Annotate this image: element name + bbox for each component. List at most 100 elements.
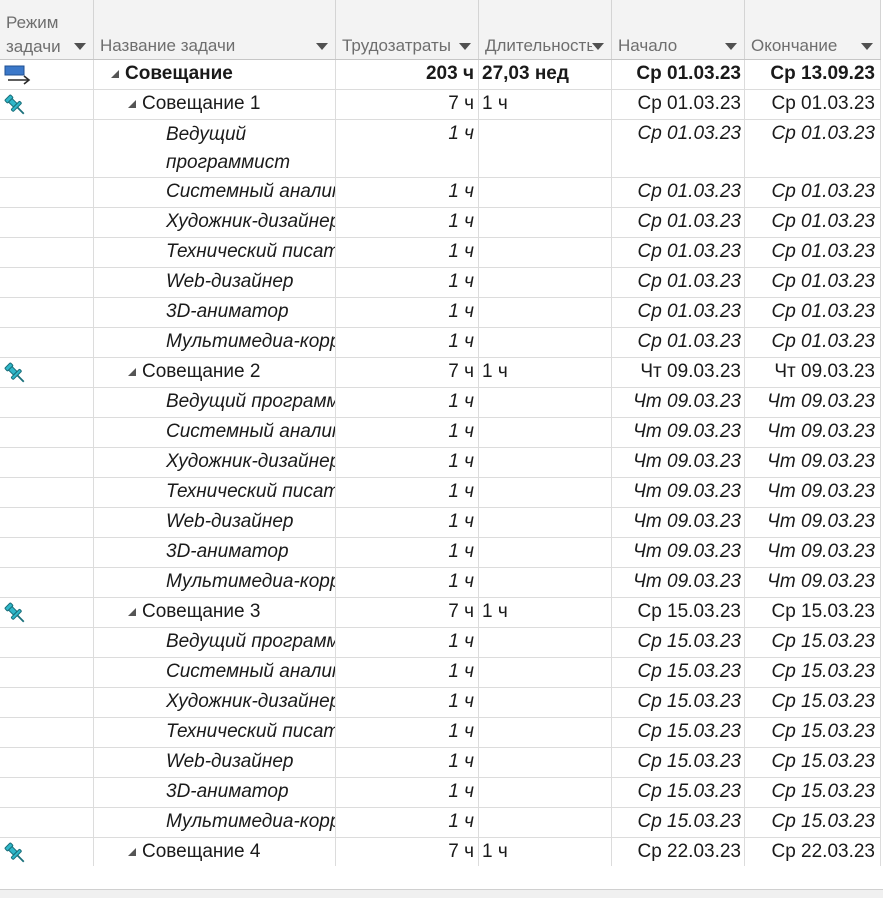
task-row-6[interactable]: Web-дизайнер 1 ч Ср 01.03.23 Ср 01.03.23 (0, 268, 881, 298)
column-header-name[interactable]: Название задачи (94, 0, 336, 59)
task-work-cell[interactable]: 1 ч (336, 478, 479, 507)
column-header-work[interactable]: Трудозатраты (336, 0, 479, 59)
task-finish-cell[interactable]: Ср 15.03.23 (745, 688, 881, 717)
task-mode-cell[interactable] (0, 298, 94, 327)
collapse-triangle-icon[interactable] (128, 848, 136, 856)
task-start-cell[interactable]: Ср 15.03.23 (612, 658, 745, 687)
task-mode-cell[interactable] (0, 448, 94, 477)
task-work-cell[interactable]: 1 ч (336, 178, 479, 207)
task-name-cell[interactable]: Системный аналитик (94, 418, 336, 447)
task-name-cell[interactable]: Мультимедиа-корректор (94, 328, 336, 357)
task-start-cell[interactable]: Ср 22.03.23 (612, 838, 745, 866)
task-finish-cell[interactable]: Чт 09.03.23 (745, 358, 881, 387)
task-row-19[interactable]: Системный аналитик 1 ч Ср 15.03.23 Ср 15… (0, 658, 881, 688)
horizontal-scrollbar[interactable] (0, 889, 883, 898)
task-row-16[interactable]: Мультимедиа-корректор 1 ч Чт 09.03.23 Чт… (0, 568, 881, 598)
task-finish-cell[interactable]: Ср 15.03.23 (745, 748, 881, 777)
task-name-cell[interactable]: Системный аналитик (94, 178, 336, 207)
chevron-down-icon[interactable] (861, 43, 873, 50)
task-row-25[interactable]: Совещание 4 7 ч 1 ч Ср 22.03.23 Ср 22.03… (0, 838, 881, 866)
task-mode-cell[interactable] (0, 778, 94, 807)
task-duration-cell[interactable]: 27,03 нед (479, 60, 612, 89)
task-finish-cell[interactable]: Чт 09.03.23 (745, 448, 881, 477)
chevron-down-icon[interactable] (459, 43, 471, 50)
task-duration-cell[interactable] (479, 268, 612, 297)
task-row-24[interactable]: Мультимедиа-корректор 1 ч Ср 15.03.23 Ср… (0, 808, 881, 838)
task-start-cell[interactable]: Ср 15.03.23 (612, 748, 745, 777)
task-mode-cell[interactable] (0, 658, 94, 687)
task-finish-cell[interactable]: Ср 15.03.23 (745, 598, 881, 627)
task-mode-cell[interactable] (0, 688, 94, 717)
task-row-10[interactable]: Ведущий программист 1 ч Чт 09.03.23 Чт 0… (0, 388, 881, 418)
task-name-cell[interactable]: Совещание 3 (94, 598, 336, 627)
task-work-cell[interactable]: 1 ч (336, 628, 479, 657)
task-start-cell[interactable]: Ср 01.03.23 (612, 268, 745, 297)
collapse-triangle-icon[interactable] (128, 100, 136, 108)
column-header-finish[interactable]: Окончание (745, 0, 881, 59)
task-finish-cell[interactable]: Ср 01.03.23 (745, 298, 881, 327)
task-start-cell[interactable]: Чт 09.03.23 (612, 358, 745, 387)
column-header-duration[interactable]: Длительность (479, 0, 612, 59)
task-row-14[interactable]: Web-дизайнер 1 ч Чт 09.03.23 Чт 09.03.23 (0, 508, 881, 538)
task-duration-cell[interactable] (479, 748, 612, 777)
task-start-cell[interactable]: Ср 01.03.23 (612, 60, 745, 89)
task-finish-cell[interactable]: Ср 15.03.23 (745, 778, 881, 807)
task-work-cell[interactable]: 1 ч (336, 448, 479, 477)
task-work-cell[interactable]: 1 ч (336, 388, 479, 417)
task-duration-cell[interactable]: 1 ч (479, 358, 612, 387)
task-start-cell[interactable]: Ср 01.03.23 (612, 298, 745, 327)
task-start-cell[interactable]: Ср 01.03.23 (612, 208, 745, 237)
task-row-1[interactable]: Совещание 1 7 ч 1 ч Ср 01.03.23 Ср 01.03… (0, 90, 881, 120)
task-duration-cell[interactable]: 1 ч (479, 598, 612, 627)
task-mode-cell[interactable] (0, 208, 94, 237)
task-mode-cell[interactable] (0, 238, 94, 267)
task-duration-cell[interactable] (479, 538, 612, 567)
task-finish-cell[interactable]: Ср 01.03.23 (745, 208, 881, 237)
task-duration-cell[interactable] (479, 508, 612, 537)
task-work-cell[interactable]: 7 ч (336, 598, 479, 627)
task-work-cell[interactable]: 1 ч (336, 418, 479, 447)
task-duration-cell[interactable] (479, 778, 612, 807)
task-work-cell[interactable]: 7 ч (336, 358, 479, 387)
task-start-cell[interactable]: Чт 09.03.23 (612, 418, 745, 447)
task-work-cell[interactable]: 7 ч (336, 90, 479, 119)
task-duration-cell[interactable] (479, 448, 612, 477)
task-name-cell[interactable]: Ведущий программист (94, 628, 336, 657)
task-work-cell[interactable]: 1 ч (336, 808, 479, 837)
task-work-cell[interactable]: 7 ч (336, 838, 479, 866)
task-work-cell[interactable]: 1 ч (336, 658, 479, 687)
task-duration-cell[interactable] (479, 568, 612, 597)
task-row-18[interactable]: Ведущий программист 1 ч Ср 15.03.23 Ср 1… (0, 628, 881, 658)
task-start-cell[interactable]: Чт 09.03.23 (612, 478, 745, 507)
task-row-12[interactable]: Художник-дизайнер 1 ч Чт 09.03.23 Чт 09.… (0, 448, 881, 478)
task-name-cell[interactable]: Технический писатель (94, 718, 336, 747)
task-finish-cell[interactable]: Ср 15.03.23 (745, 628, 881, 657)
task-work-cell[interactable]: 1 ч (336, 748, 479, 777)
task-name-cell[interactable]: Совещание (94, 60, 336, 89)
task-work-cell[interactable]: 1 ч (336, 208, 479, 237)
task-finish-cell[interactable]: Чт 09.03.23 (745, 478, 881, 507)
task-name-cell[interactable]: Художник-дизайнер (94, 208, 336, 237)
task-name-cell[interactable]: Ведущий программист (94, 120, 336, 177)
task-name-cell[interactable]: Мультимедиа-корректор (94, 568, 336, 597)
task-mode-cell[interactable] (0, 748, 94, 777)
task-start-cell[interactable]: Ср 15.03.23 (612, 688, 745, 717)
task-work-cell[interactable]: 1 ч (336, 778, 479, 807)
task-duration-cell[interactable] (479, 718, 612, 747)
task-row-5[interactable]: Технический писатель 1 ч Ср 01.03.23 Ср … (0, 238, 881, 268)
task-duration-cell[interactable] (479, 388, 612, 417)
task-duration-cell[interactable] (479, 688, 612, 717)
task-mode-cell[interactable] (0, 838, 94, 866)
task-start-cell[interactable]: Ср 01.03.23 (612, 238, 745, 267)
task-row-13[interactable]: Технический писатель 1 ч Чт 09.03.23 Чт … (0, 478, 881, 508)
task-row-23[interactable]: 3D-аниматор 1 ч Ср 15.03.23 Ср 15.03.23 (0, 778, 881, 808)
chevron-down-icon[interactable] (316, 43, 328, 50)
task-work-cell[interactable]: 1 ч (336, 238, 479, 267)
task-start-cell[interactable]: Ср 01.03.23 (612, 90, 745, 119)
task-work-cell[interactable]: 1 ч (336, 508, 479, 537)
task-duration-cell[interactable] (479, 208, 612, 237)
task-finish-cell[interactable]: Ср 22.03.23 (745, 838, 881, 866)
task-start-cell[interactable]: Чт 09.03.23 (612, 388, 745, 417)
collapse-triangle-icon[interactable] (128, 608, 136, 616)
task-mode-cell[interactable] (0, 478, 94, 507)
